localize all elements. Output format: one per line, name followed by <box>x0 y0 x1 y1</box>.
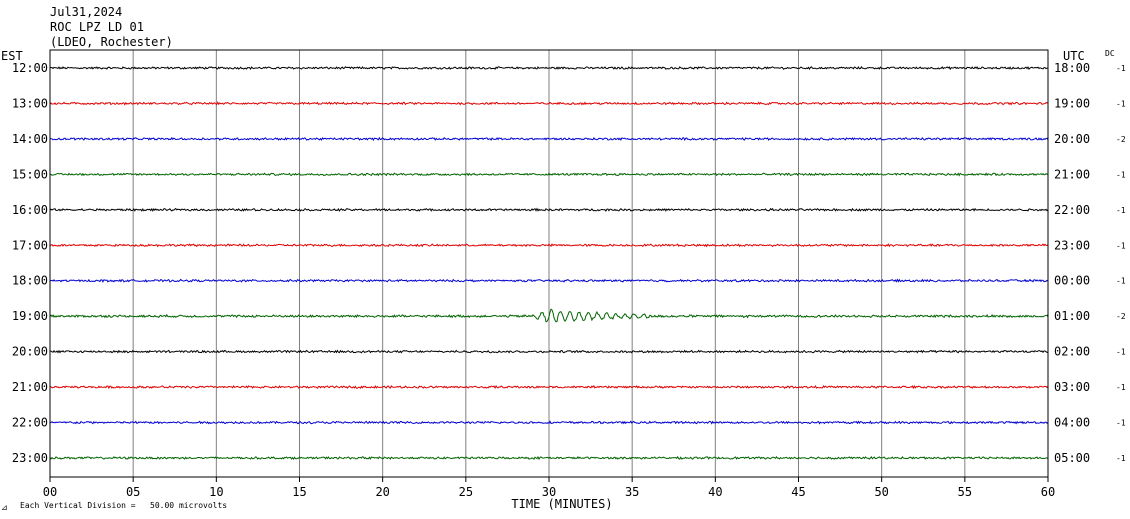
trace-line <box>50 384 1049 390</box>
station-code: ROC LPZ LD 01 <box>50 20 144 34</box>
trace-line <box>49 66 1048 71</box>
row-right-time: 05:00 <box>1054 451 1090 465</box>
row-dc-offset: -1 <box>1116 348 1126 357</box>
row-left-time: 23:00 <box>12 451 48 465</box>
row-dc-offset: -1 <box>1116 241 1126 250</box>
trace-line <box>49 420 1049 425</box>
left-timezone-label: EST <box>1 49 23 63</box>
trace-line <box>49 101 1049 106</box>
row-right-time: 02:00 <box>1054 345 1090 359</box>
seismogram-traces <box>49 66 1049 461</box>
corner-mark: ⊿ <box>1 503 8 512</box>
row-dc-offset: -1 <box>1116 206 1126 215</box>
vertical-scale-note: Each Vertical Division = 50.00 microvolt… <box>20 501 227 510</box>
row-right-time: 04:00 <box>1054 416 1090 430</box>
x-axis-title: TIME (MINUTES) <box>511 497 612 511</box>
row-left-time: 21:00 <box>12 380 48 394</box>
x-tick-label: 15 <box>292 485 306 499</box>
row-left-time: 14:00 <box>12 132 48 146</box>
minute-gridlines <box>132 50 966 477</box>
x-tick-label: 50 <box>874 485 888 499</box>
trace-line <box>49 349 1049 354</box>
x-tick-label: 10 <box>209 485 223 499</box>
trace-line <box>49 455 1049 461</box>
x-tick-label: 00 <box>43 485 57 499</box>
x-tick-label: 60 <box>1041 485 1055 499</box>
row-dc-offset: -1 <box>1116 383 1126 392</box>
row-left-time: 18:00 <box>12 274 48 288</box>
x-tick-label: 25 <box>459 485 473 499</box>
row-right-time: 00:00 <box>1054 274 1090 288</box>
row-right-time: 23:00 <box>1054 238 1090 252</box>
x-tick-label: 40 <box>708 485 722 499</box>
row-right-time: 03:00 <box>1054 380 1090 394</box>
row-left-time: 22:00 <box>12 416 48 430</box>
row-dc-offset: -1 <box>1116 64 1126 73</box>
row-dc-offset: -1 <box>1116 99 1126 108</box>
x-tick-label: 30 <box>542 485 556 499</box>
row-right-time: 19:00 <box>1054 96 1090 110</box>
row-left-time: 12:00 <box>12 61 48 75</box>
row-left-time: 19:00 <box>12 309 48 323</box>
x-axis-ticks: 00 05 10 15 20 25 30 35 40 45 50 55 60 <box>43 477 1055 499</box>
row-right-time: 22:00 <box>1054 203 1090 217</box>
dc-header-label: DC <box>1105 49 1115 58</box>
x-tick-label: 45 <box>791 485 805 499</box>
row-right-time: 21:00 <box>1054 167 1090 181</box>
row-left-time: 20:00 <box>12 345 48 359</box>
x-tick-label: 55 <box>958 485 972 499</box>
trace-line <box>49 172 1049 177</box>
row-left-time: 16:00 <box>12 203 48 217</box>
row-left-time: 15:00 <box>12 167 48 181</box>
x-tick-label: 20 <box>375 485 389 499</box>
trace-line <box>49 278 1049 283</box>
station-network: (LDEO, Rochester) <box>50 35 173 49</box>
row-dc-offset: -1 <box>1116 419 1126 428</box>
trace-line <box>49 136 1049 142</box>
trace-line <box>49 308 1049 323</box>
record-date: Jul31,2024 <box>50 5 122 19</box>
row-dc-offset: -1 <box>1116 170 1126 179</box>
trace-line <box>49 243 1049 248</box>
row-left-time: 17:00 <box>12 238 48 252</box>
row-right-time: 20:00 <box>1054 132 1090 146</box>
row-dc-offset: -2 <box>1116 135 1126 144</box>
trace-line <box>49 207 1049 212</box>
x-tick-label: 05 <box>126 485 140 499</box>
row-left-time: 13:00 <box>12 96 48 110</box>
row-right-time: 18:00 <box>1054 61 1090 75</box>
right-timezone-label: UTC <box>1063 49 1085 63</box>
row-dc-offset: -1 <box>1116 454 1126 463</box>
hour-labels: 12:00 18:00 -1 13:00 19:00 -1 14:00 20:00 -2 15:0… <box>12 61 1126 465</box>
row-dc-offset: -1 <box>1116 277 1126 286</box>
x-tick-label: 35 <box>625 485 639 499</box>
row-right-time: 01:00 <box>1054 309 1090 323</box>
row-dc-offset: -2 <box>1116 312 1126 321</box>
